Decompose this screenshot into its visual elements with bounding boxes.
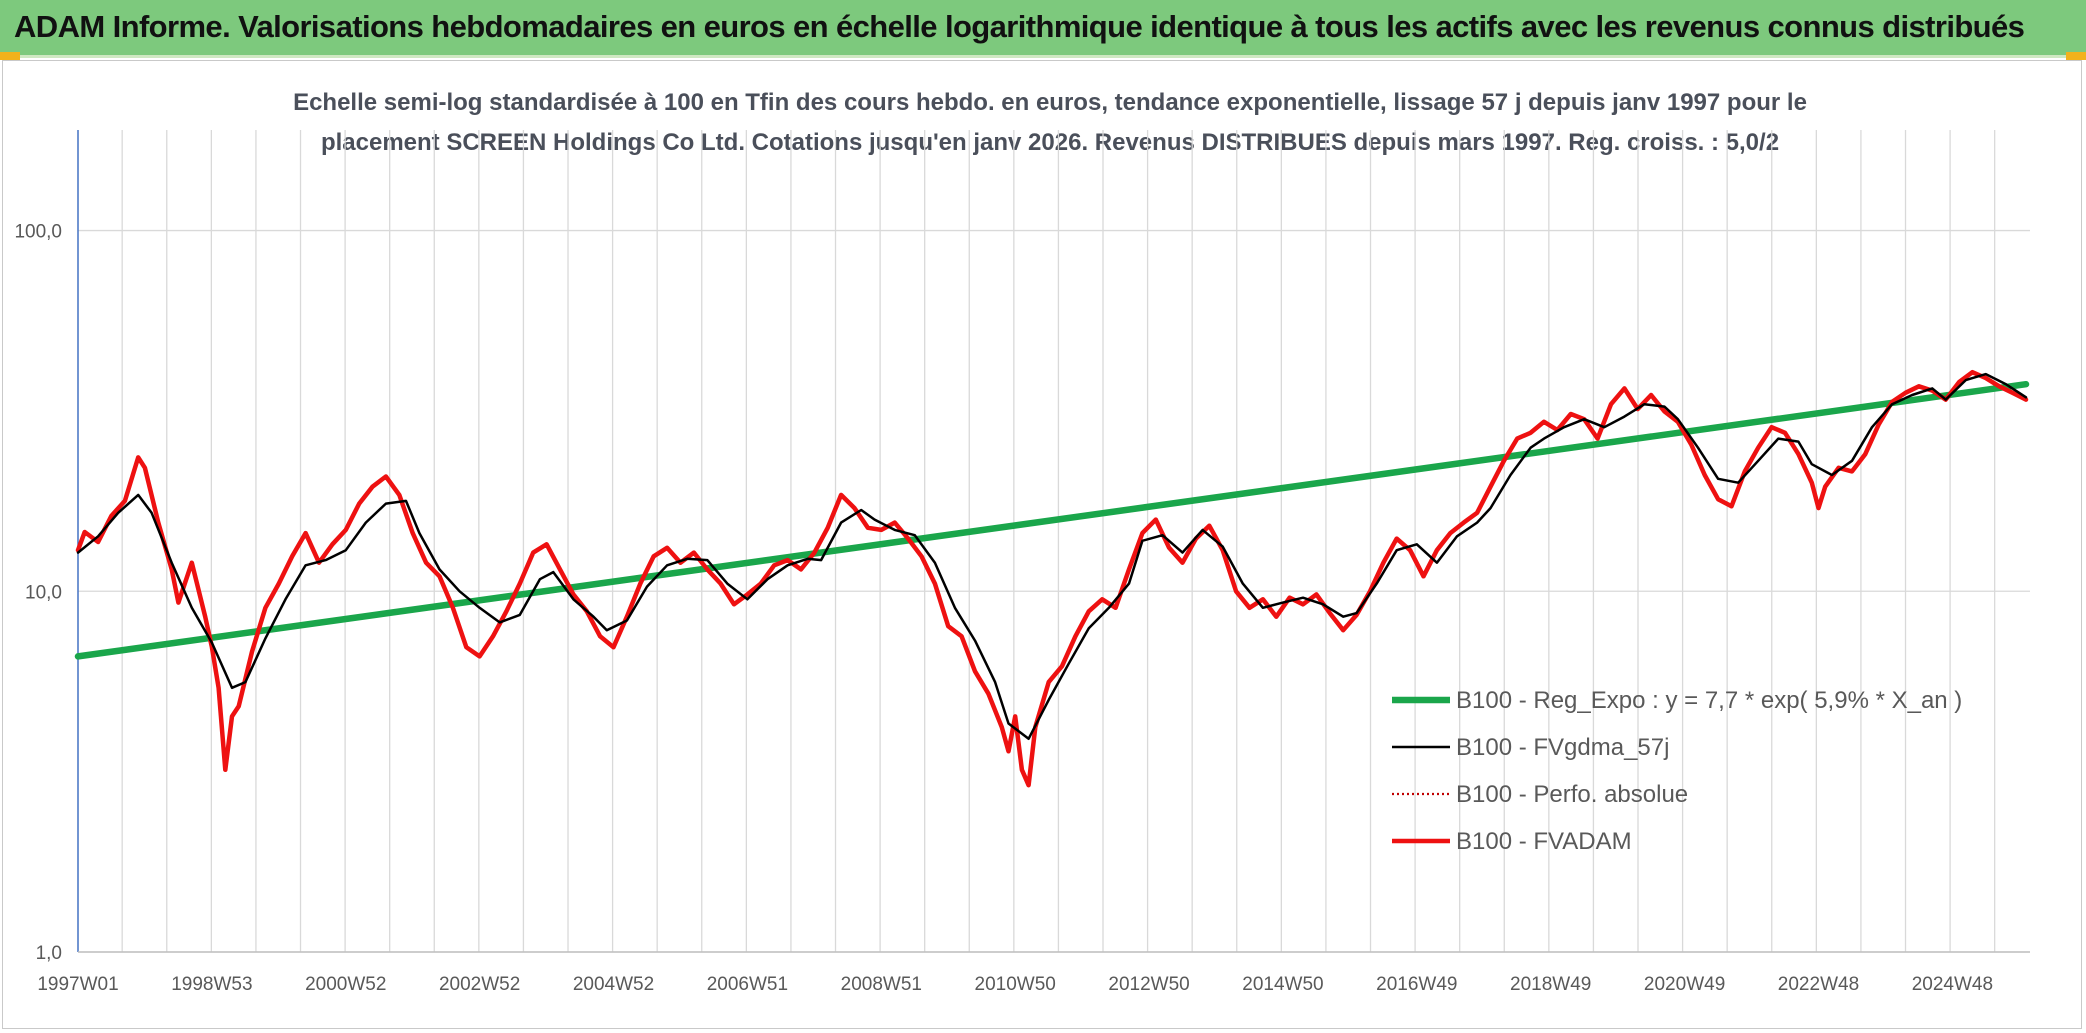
x-tick-label: 1997W01 [37,974,118,995]
x-tick-label: 1998W53 [171,974,252,995]
corner-marker-right [2066,52,2086,60]
x-tick-label: 2008W51 [841,974,922,995]
y-tick-label: 100,0 [14,222,62,243]
x-tick-label: 2010W50 [975,974,1056,995]
y-tick-label: 1,0 [36,943,62,964]
legend-label: B100 - FVADAM [1456,828,1632,855]
series-line-3 [75,369,2029,788]
report-title: ADAM Informe. Valorisations hebdomadaire… [14,9,2025,44]
x-tick-label: 2024W48 [1912,974,1993,995]
x-tick-label: 2022W48 [1778,974,1859,995]
legend-label: B100 - FVgdma_57j [1456,734,1669,761]
chart-title-line1: Echelle semi-log standardisée à 100 en T… [293,89,1807,116]
x-tick-label: 2000W52 [305,974,386,995]
legend-label: B100 - Reg_Expo : y = 7,7 * exp( 5,9% * … [1456,687,1962,714]
corner-marker-left [0,52,20,60]
x-tick-label: 2018W49 [1510,974,1591,995]
legend-label: B100 - Perfo. absolue [1456,781,1688,808]
series-line-0 [74,380,2030,660]
series-line-1 [76,372,2028,741]
chart-title-line2: placement SCREEN Holdings Co Ltd. Cotati… [320,129,1780,156]
x-tick-label: 2002W52 [439,974,520,995]
x-tick-label: 2020W49 [1644,974,1725,995]
x-tick-label: 2004W52 [573,974,654,995]
y-tick-label: 10,0 [25,582,62,603]
x-tick-label: 2012W50 [1108,974,1189,995]
x-tick-label: 2006W51 [707,974,788,995]
x-tick-label: 2014W50 [1242,974,1323,995]
x-tick-label: 2016W49 [1376,974,1457,995]
report-banner: ADAM Informe. Valorisations hebdomadaire… [0,0,2086,58]
